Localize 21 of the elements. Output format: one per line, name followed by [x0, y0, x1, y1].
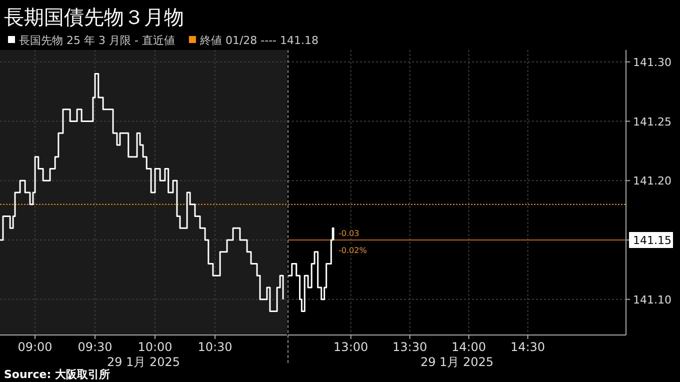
x-tick-label: 14:00	[451, 340, 486, 354]
annotation: -0.02%	[338, 246, 368, 255]
x-tick-label: 09:30	[78, 340, 112, 354]
y-tick-label: 141.30	[633, 56, 672, 69]
annotation: -0.03	[338, 229, 360, 238]
y-tick-label: 141.10	[633, 293, 672, 306]
x-tick-label: 13:00	[334, 340, 368, 354]
x-tick-label: 10:00	[138, 340, 172, 354]
source-note: Source: 大阪取引所	[4, 368, 110, 381]
y-tick-label: 141.25	[633, 115, 672, 128]
chart-title: 長期国債先物３月物	[4, 5, 184, 29]
x-axis-title: 29 1月 2025	[106, 355, 180, 369]
x-tick-label: 10:30	[198, 340, 232, 354]
legend-label: 長国先物 25 年 3 月限 - 直近値	[19, 34, 175, 47]
y-tick-label: 141.20	[633, 174, 672, 188]
y-tick-label: 141.15	[633, 234, 672, 247]
x-tick-label: 13:30	[392, 340, 428, 354]
legend-label: 終値 01/28 ---- 141.18	[198, 34, 319, 47]
x-axis-title: 29 1月 2025	[420, 355, 494, 369]
x-tick-label: 14:30	[510, 340, 546, 354]
x-tick-label: 09:00	[18, 340, 52, 354]
